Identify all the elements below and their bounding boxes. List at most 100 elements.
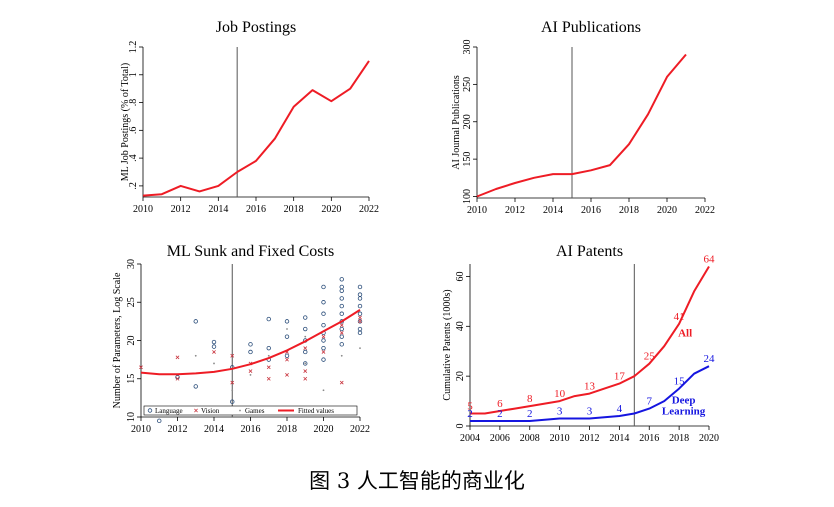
x-tick-label: 2010 [133,204,153,215]
x-tick-label: 2012 [580,433,600,444]
data-label: 3 [587,406,593,418]
scatter-point-language [339,296,344,301]
y-tick-label: 150 [462,152,473,167]
chart-title: AI Patents [556,243,623,260]
scatter-point-language [321,300,326,305]
data-label: 7 [647,396,653,408]
scatter-point-vision [321,350,326,354]
scatter-point-language [357,292,363,297]
x-tick-label: 2010 [131,424,151,435]
scatter-point-vision [321,334,326,339]
data-label: 2 [527,408,533,420]
scatter-point-vision [358,315,362,320]
scatter-point-games [322,389,325,392]
scatter-point-games [286,328,288,330]
y-tick-label: 1 [128,72,139,77]
scatter-point-language [211,344,217,349]
x-tick-label: 2014 [609,433,629,444]
chart-panel-1: Job Postings 2010 2012 2014 2016 2018 2020 2022… [120,19,379,215]
data-label: 2 [497,408,503,420]
scatter-point-vision [303,346,308,351]
series-annotation: All [678,327,692,339]
x-tick-label: 2014 [208,204,228,215]
data-label: 3 [557,406,563,418]
scatter-point-language [284,334,290,339]
scatter-point-vision [303,376,308,381]
data-label: 41 [674,311,685,323]
scatter-point-language [357,326,363,332]
x-tick-label: 2006 [490,433,510,444]
y-tick-label: 30 [126,259,137,269]
x-tick-label: 2012 [168,424,188,435]
series-line-1 [470,265,710,415]
y-tick-label: 100 [462,189,473,204]
scatter-point-language [193,319,198,324]
scatter-point-vision [230,353,235,358]
series-line-4 [140,309,361,376]
x-tick-label: 2004 [460,433,480,444]
scatter-point-vision [230,380,235,385]
scatter-point-games [231,389,234,392]
x-tick-label: 2008 [520,433,540,444]
scatter-point-language [303,326,308,332]
data-label: 24 [704,353,716,365]
x-tick-label: 2022 [695,205,715,216]
scatter-point-vision [339,330,344,335]
scatter-point-language [339,334,344,339]
legend-entry: Vision [201,407,220,415]
x-tick-label: 2012 [171,204,191,215]
x-tick-label: 2016 [639,433,659,444]
scatter-point-language [248,342,253,347]
scatter-point-language [230,399,235,404]
data-label: 2 [467,408,473,420]
scatter-point-language [357,296,363,301]
x-tick-label: 2020 [314,424,334,435]
x-tick-label: 2012 [505,205,525,216]
x-tick-label: 2016 [241,424,261,435]
scatter-point-language [321,323,326,328]
legend-symbol-games [239,409,241,412]
scatter-point-language [321,345,326,351]
y-tick-label: 0 [455,424,466,429]
chart-title: Job Postings [216,19,296,36]
scatter-point-language [339,342,344,347]
scatter-point-vision [175,355,180,360]
x-tick-label: 2018 [277,424,297,435]
scatter-point-games [359,347,361,350]
y-axis-label: ML Job Postings (% of Total) [120,63,131,181]
scatter-point-language [339,311,344,316]
y-tick-label: 60 [455,271,466,281]
legend-entry: Games [245,407,265,415]
legend-box [143,405,358,416]
data-label: 10 [554,388,566,400]
scatter-point-language [321,284,326,290]
x-tick-label: 2014 [204,424,224,435]
scatter-point-vision [266,365,271,370]
chart-title: AI Publications [541,19,641,36]
scatter-point-games [213,362,215,365]
x-tick-label: 2018 [619,205,639,216]
legend-symbol-language [147,408,153,413]
data-label: 8 [527,393,533,405]
legend-entry: Fitted values [298,407,334,415]
scatter-point-vision [139,365,143,370]
scatter-point-vision [358,319,362,324]
scatter-point-games [340,354,343,357]
scatter-point-vision [248,369,253,373]
y-tick-label: .8 [128,99,139,107]
x-tick-label: 2018 [669,433,689,444]
scatter-point-games [249,374,252,376]
y-tick-label: 15 [126,374,137,384]
x-tick-label: 2016 [246,204,266,215]
y-tick-label: 20 [455,371,466,381]
y-tick-label: 1.2 [128,41,139,54]
legend-symbol-vision [194,408,198,413]
scatter-point-games [304,335,307,338]
scatter-point-language [303,315,308,320]
scatter-point-language [303,361,308,366]
x-tick-label: 2014 [543,205,563,216]
y-tick-label: 10 [126,412,137,422]
scatter-point-language [357,311,363,316]
